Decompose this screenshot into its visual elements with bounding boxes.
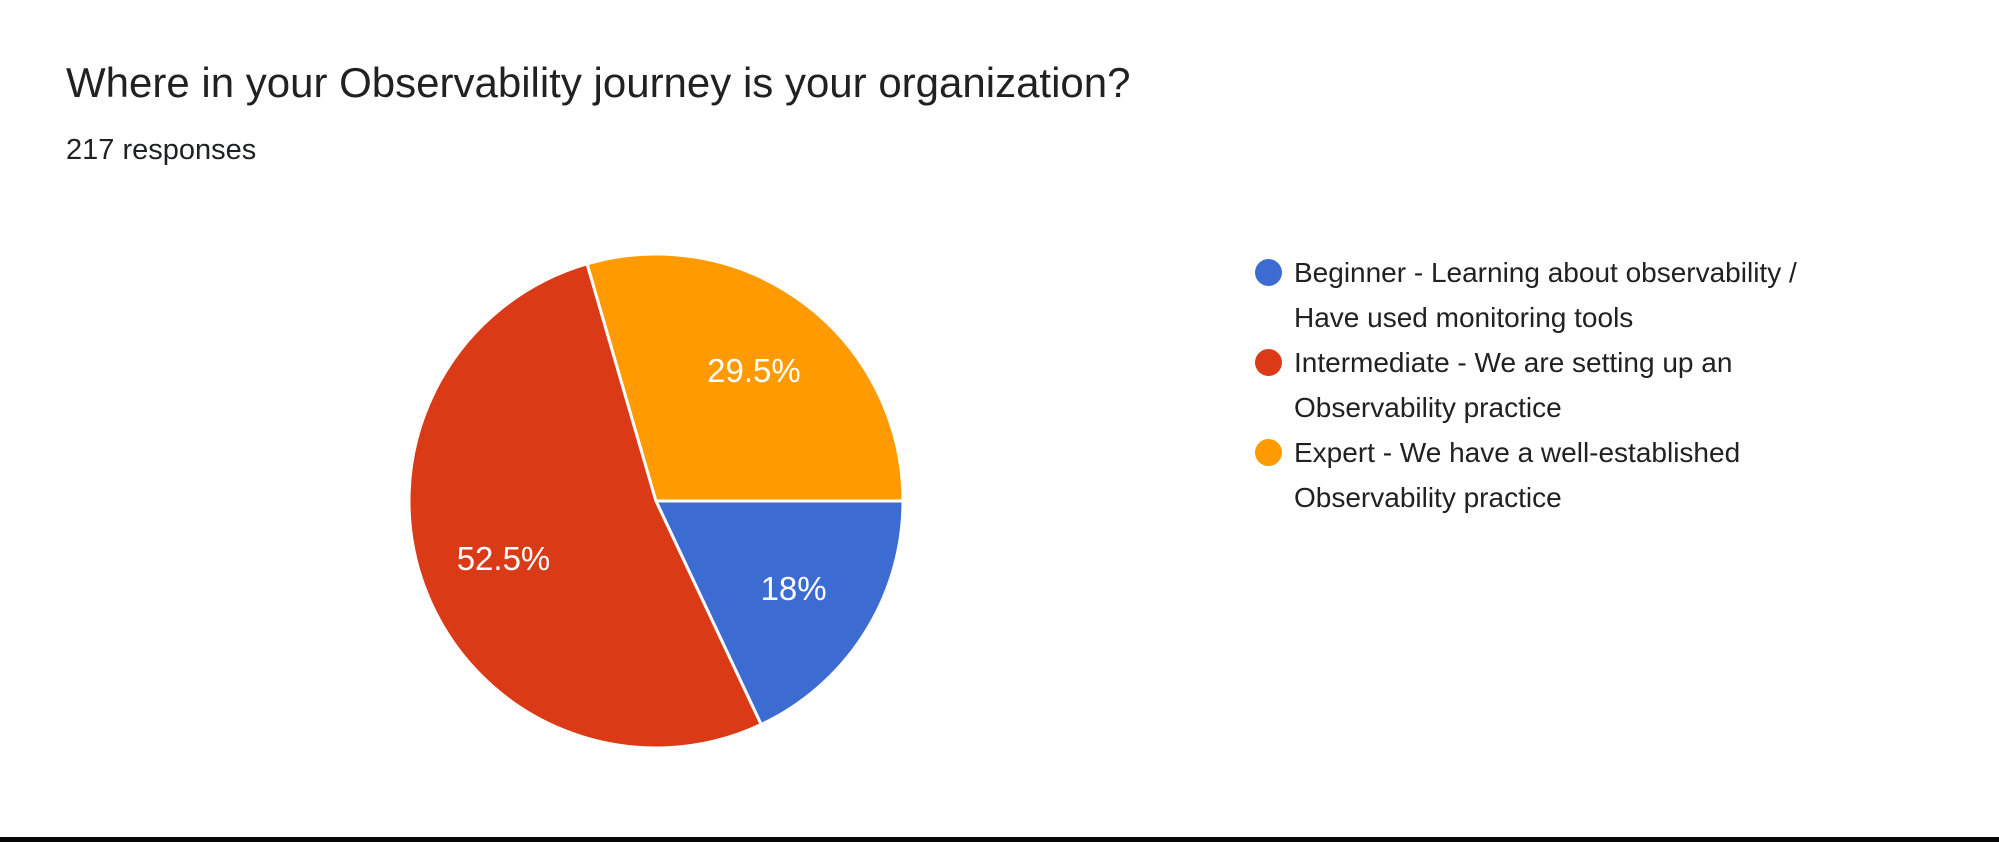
legend-swatch-icon: [1255, 259, 1282, 286]
pie-slice-label: 29.5%: [707, 352, 801, 389]
legend-label-line: Intermediate - We are setting up an: [1294, 347, 1733, 378]
pie-chart: 18% 52.5% 29.5%: [407, 252, 905, 750]
chart-legend: Beginner - Learning about observability …: [1255, 250, 1895, 520]
legend-label-line: Beginner - Learning about observability …: [1294, 257, 1797, 288]
legend-label: Intermediate - We are setting up an Obser…: [1294, 340, 1732, 430]
legend-label-line: Observability practice: [1294, 392, 1562, 423]
pie-slice-3: [585, 252, 905, 503]
question-title: Where in your Observability journey is y…: [66, 59, 1131, 106]
legend-item: Intermediate - We are setting up an Obser…: [1255, 340, 1895, 430]
legend-label-line: Observability practice: [1294, 482, 1562, 513]
bottom-edge-bar: [0, 837, 1999, 842]
response-count: 217 responses: [66, 134, 257, 166]
legend-label-line: Expert - We have a well-established: [1294, 437, 1741, 468]
legend-item: Beginner - Learning about observability …: [1255, 250, 1895, 340]
legend-swatch-icon: [1255, 439, 1282, 466]
pie-slice-label: 52.5%: [457, 540, 551, 577]
pie-slice-2: [407, 262, 763, 750]
legend-item: Expert - We have a well-established Obser…: [1255, 430, 1895, 520]
legend-label-line: Have used monitoring tools: [1294, 302, 1634, 333]
legend-label: Expert - We have a well-established Obser…: [1294, 430, 1740, 520]
pie-slice-label: 18%: [761, 570, 827, 607]
legend-swatch-icon: [1255, 349, 1282, 376]
pie-slice-1: [654, 499, 905, 726]
legend-label: Beginner - Learning about observability …: [1294, 250, 1797, 340]
